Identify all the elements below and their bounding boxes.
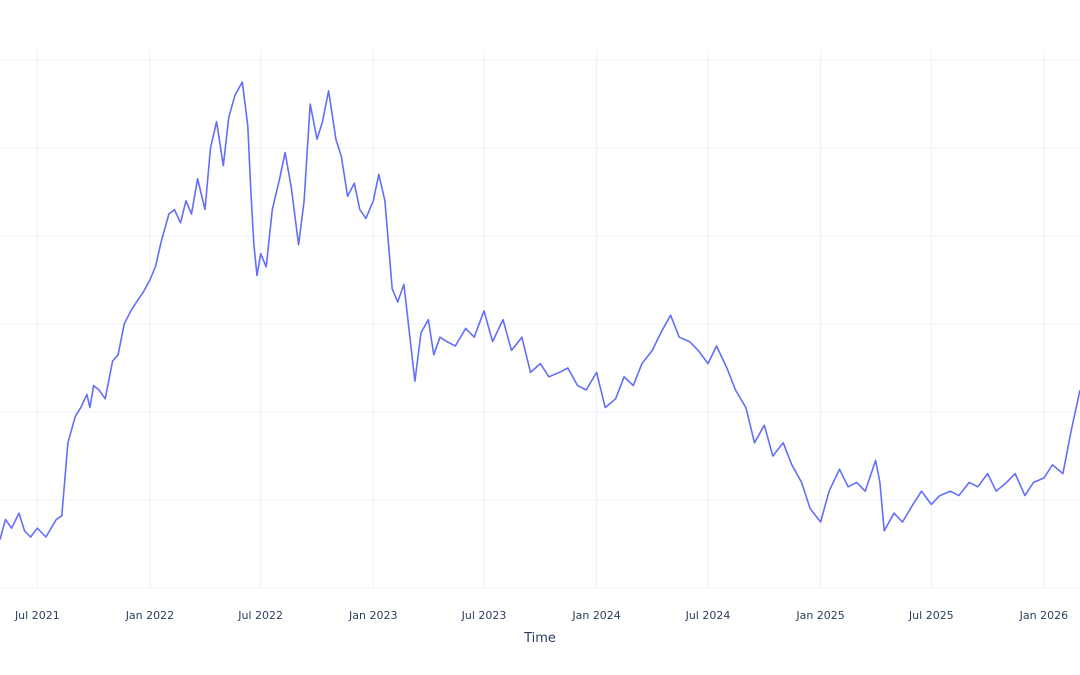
series-layer [0,81,1080,540]
x-tick-label: Jan 2024 [571,609,620,622]
x-tick-label: Jan 2025 [795,609,844,622]
x-tick-label: Jul 2025 [908,609,954,622]
x-tick-label: Jul 2022 [237,609,283,622]
x-tick-label: Jul 2021 [14,609,60,622]
grid-lines [0,50,1080,589]
series-line [0,81,1080,540]
x-axis-title: Time [523,631,556,646]
x-tick-label: Jul 2023 [461,609,507,622]
x-axis-ticks: Jul 2021 Jan 2022 Jul 2022 Jan 2023 Jul 2023… [14,609,1068,622]
x-tick-label: Jan 2026 [1019,609,1068,622]
x-tick-label: Jul 2024 [685,609,731,622]
x-tick-label: Jan 2022 [125,609,174,622]
x-tick-label: Jan 2023 [348,609,397,622]
